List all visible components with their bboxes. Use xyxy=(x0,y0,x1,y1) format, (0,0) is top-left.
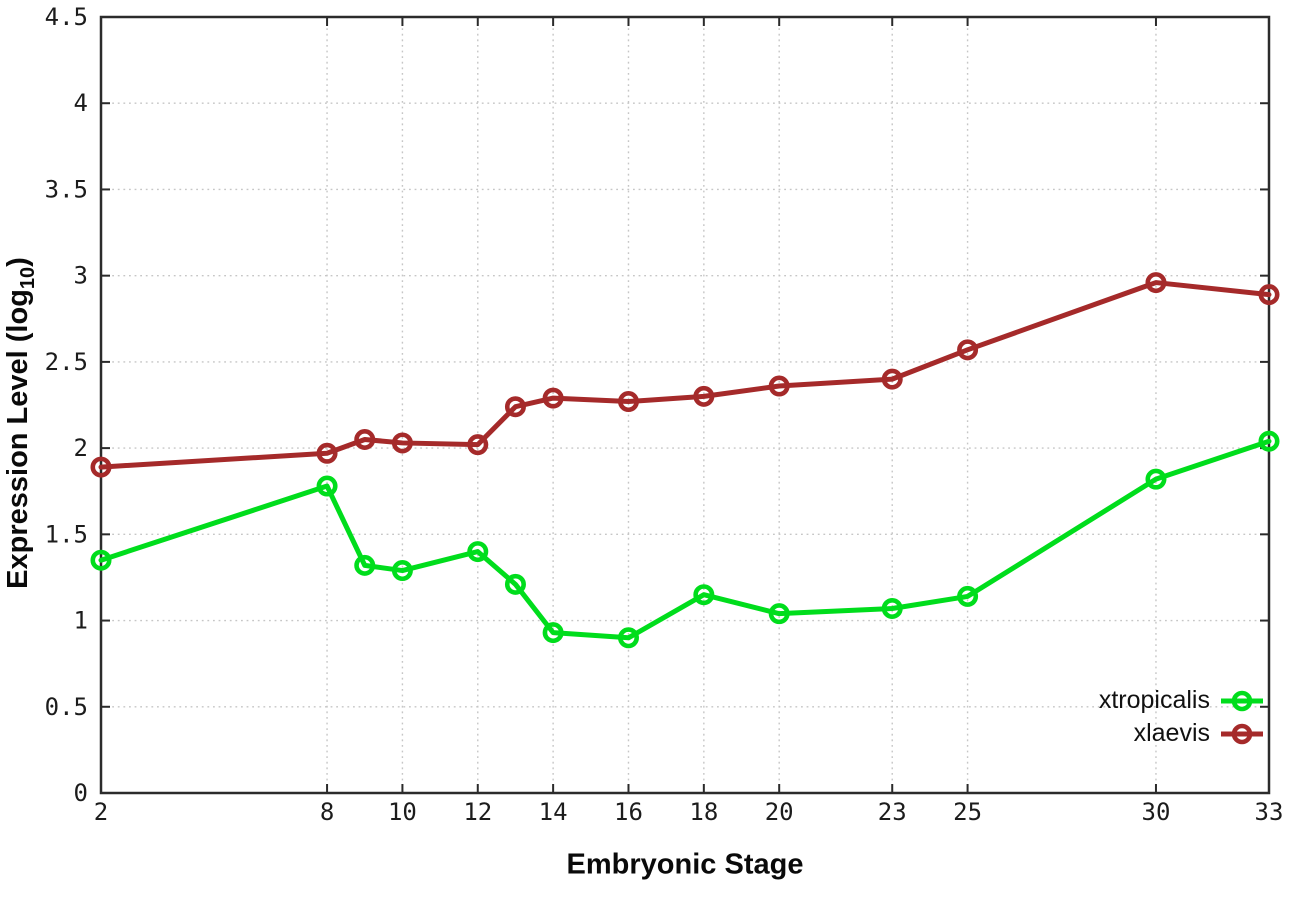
y-axis-title-subscript: 10 xyxy=(17,266,39,290)
data-point-xtropicalis-2 xyxy=(90,549,112,571)
x-axis-title: Embryonic Stage xyxy=(566,848,804,881)
legend: xtropicalis xlaevis xyxy=(1099,684,1264,750)
y-tick-label: 0 xyxy=(74,779,88,807)
y-axis-title-text: Expression Level (log xyxy=(2,289,34,589)
data-point-xlaevis-16 xyxy=(617,391,639,413)
data-point-xtropicalis-25 xyxy=(957,585,979,607)
x-tick-label: 20 xyxy=(765,798,794,826)
y-tick-label: 1 xyxy=(74,607,88,635)
y-tick-label: 3.5 xyxy=(45,175,88,203)
y-tick-label: 0.5 xyxy=(45,693,88,721)
data-point-xtropicalis-13 xyxy=(504,573,526,595)
data-point-xlaevis-14 xyxy=(542,387,564,409)
data-point-xlaevis-20 xyxy=(768,375,790,397)
data-point-xtropicalis-23 xyxy=(881,597,903,619)
x-tick-label: 14 xyxy=(539,798,568,826)
data-point-xlaevis-30 xyxy=(1145,272,1167,294)
data-point-xtropicalis-14 xyxy=(542,622,564,644)
data-point-xtropicalis-10 xyxy=(391,560,413,582)
legend-item-xlaevis: xlaevis xyxy=(1099,717,1264,750)
y-tick-label: 2 xyxy=(74,434,88,462)
data-point-xlaevis-23 xyxy=(881,368,903,390)
data-point-xtropicalis-9 xyxy=(354,554,376,576)
data-point-xtropicalis-16 xyxy=(617,627,639,649)
data-point-xlaevis-10 xyxy=(391,432,413,454)
data-point-xlaevis-9 xyxy=(354,428,376,450)
y-axis-title-close: ) xyxy=(2,257,34,267)
data-point-xlaevis-33 xyxy=(1258,284,1280,306)
x-tick-label: 18 xyxy=(689,798,718,826)
series-line-xlaevis xyxy=(98,280,1272,470)
legend-marker-xtropicalis-icon xyxy=(1221,690,1263,711)
data-point-xtropicalis-18 xyxy=(693,584,715,606)
x-tick-label: 10 xyxy=(388,798,417,826)
x-tick-label: 25 xyxy=(953,798,982,826)
legend-label-xtropicalis: xtropicalis xyxy=(1098,686,1210,714)
data-point-xlaevis-13 xyxy=(504,396,526,418)
data-point-xtropicalis-30 xyxy=(1145,468,1167,490)
data-point-xtropicalis-33 xyxy=(1258,430,1280,452)
x-tick-label: 8 xyxy=(320,798,334,826)
x-tick-label: 30 xyxy=(1142,798,1171,826)
data-point-xlaevis-12 xyxy=(467,434,489,456)
y-tick-label: 3 xyxy=(74,262,88,290)
x-tick-label: 16 xyxy=(614,798,643,826)
data-point-xtropicalis-12 xyxy=(467,541,489,563)
y-tick-label: 1.5 xyxy=(45,520,88,548)
x-tick-label: 12 xyxy=(463,798,492,826)
legend-label-xlaevis: xlaevis xyxy=(1133,719,1210,747)
data-point-xtropicalis-8 xyxy=(316,475,338,497)
series-line-xtropicalis xyxy=(98,438,1272,641)
y-tick-label: 2.5 xyxy=(45,348,88,376)
y-tick-label: 4 xyxy=(74,89,88,117)
x-tick-label: 33 xyxy=(1255,798,1284,826)
y-axis-title: Expression Level (log10) xyxy=(2,257,40,589)
x-tick-label: 23 xyxy=(878,798,907,826)
data-point-xlaevis-8 xyxy=(316,442,338,464)
data-point-xlaevis-2 xyxy=(90,456,112,478)
plot-border xyxy=(99,15,1271,795)
x-tick-label: 2 xyxy=(94,798,108,826)
legend-marker-xlaevis-icon xyxy=(1221,723,1263,744)
data-point-xlaevis-25 xyxy=(957,339,979,361)
data-point-xlaevis-18 xyxy=(693,385,715,407)
y-tick-label: 4.5 xyxy=(45,3,88,31)
data-point-xtropicalis-20 xyxy=(768,603,790,625)
legend-item-xtropicalis: xtropicalis xyxy=(1099,684,1264,717)
